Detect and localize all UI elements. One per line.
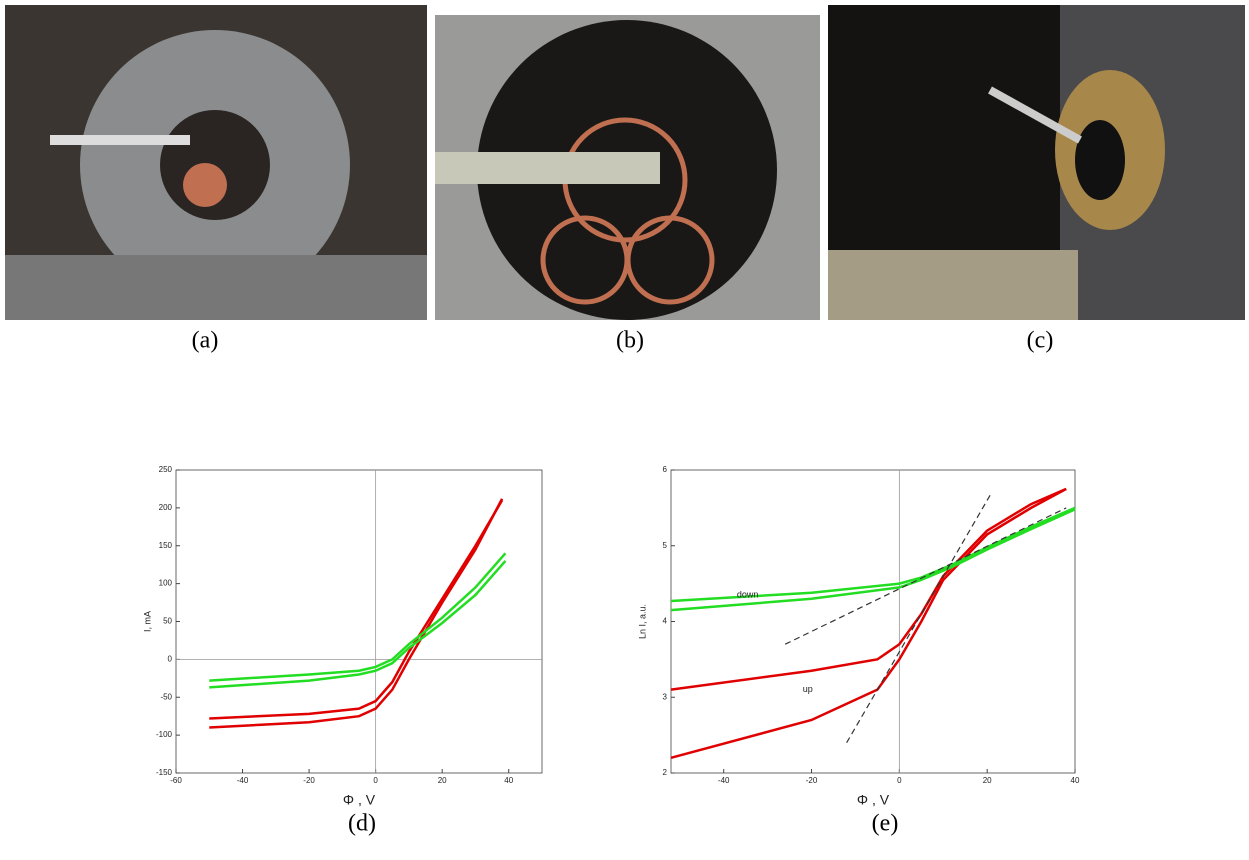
x-tick-label: 0 — [897, 776, 902, 785]
y-tick-label: 2 — [663, 768, 668, 777]
series-line — [209, 498, 504, 729]
x-axis-label: Φ , V — [343, 792, 376, 808]
series-line — [670, 487, 1067, 760]
caption: (c) — [1027, 328, 1054, 354]
series-line — [784, 507, 1067, 645]
series-line — [209, 552, 507, 682]
annotation: down — [737, 589, 759, 599]
y-tick-label: 0 — [168, 654, 173, 663]
photo — [435, 15, 820, 320]
x-tick-label: 40 — [504, 776, 513, 785]
y-tick-label: -100 — [156, 730, 173, 739]
y-tick-label: 3 — [663, 692, 668, 701]
y-tick-label: 5 — [663, 541, 668, 550]
caption: (e) — [872, 811, 899, 837]
x-tick-label: -20 — [303, 776, 315, 785]
annotation: up — [803, 684, 813, 694]
series-line — [209, 560, 507, 689]
x-axis-label: Φ , V — [857, 792, 890, 808]
photo — [5, 5, 427, 320]
y-axis-label: Ln I, a.u. — [637, 604, 647, 639]
y-tick-label: 250 — [159, 465, 173, 474]
y-tick-label: 50 — [163, 617, 172, 626]
series-line — [209, 499, 504, 720]
x-tick-label: 20 — [438, 776, 447, 785]
caption: (a) — [192, 328, 219, 354]
y-tick-label: 100 — [159, 579, 173, 588]
y-tick-label: -50 — [160, 692, 172, 701]
y-axis-label: I, mA — [142, 611, 152, 632]
series-line — [670, 508, 1076, 612]
x-tick-label: -40 — [237, 776, 249, 785]
photo — [828, 5, 1245, 320]
series-line — [670, 506, 1076, 603]
x-tick-label: 20 — [983, 776, 992, 785]
x-tick-label: 40 — [1071, 776, 1080, 785]
y-tick-label: 200 — [159, 503, 173, 512]
y-tick-label: 6 — [663, 465, 668, 474]
x-tick-label: -20 — [806, 776, 818, 785]
x-tick-label: -40 — [718, 776, 730, 785]
series-line — [670, 487, 1067, 691]
y-tick-label: 150 — [159, 541, 173, 550]
caption: (b) — [616, 328, 644, 354]
y-tick-label: -150 — [156, 768, 173, 777]
series-line — [846, 492, 993, 744]
caption: (d) — [348, 811, 376, 837]
y-tick-label: 4 — [663, 617, 668, 626]
x-tick-label: -60 — [170, 776, 182, 785]
x-tick-label: 0 — [373, 776, 378, 785]
